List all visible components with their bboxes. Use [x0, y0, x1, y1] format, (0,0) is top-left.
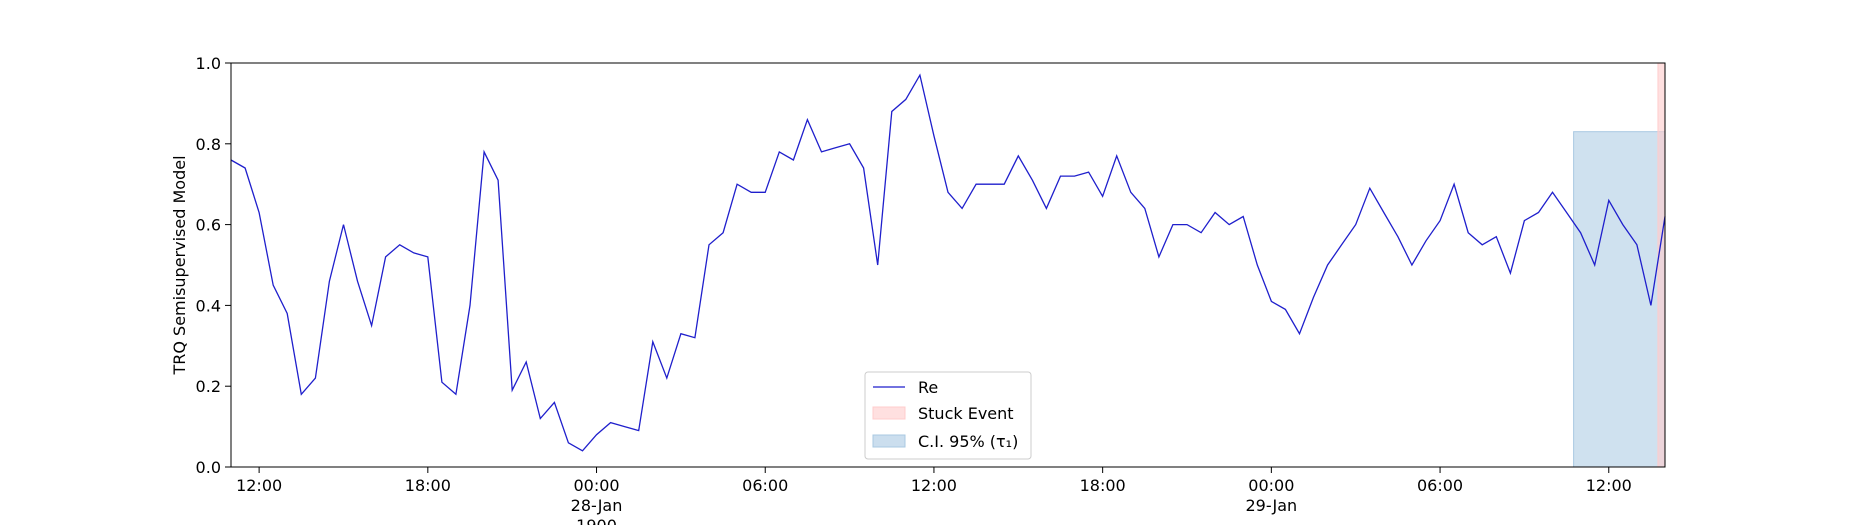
y-tick-label: 0.0	[196, 458, 221, 477]
legend: Re Stuck Event C.I. 95% (τ₁)	[864, 371, 1032, 460]
data-line	[230, 73, 1666, 452]
band	[1657, 62, 1666, 468]
x-tick-label: 12:00	[236, 476, 282, 495]
y-tick-label: 1.0	[196, 54, 221, 73]
x-tick-label: 1900	[576, 516, 617, 525]
legend-swatch	[872, 406, 906, 420]
x-tick-label: 12:00	[911, 476, 957, 495]
y-tick-label: 0.8	[196, 135, 221, 154]
y-tick-label: 0.6	[196, 216, 221, 235]
x-tick-label: 12:00	[1586, 476, 1632, 495]
x-tick-label: 00:00	[573, 476, 619, 495]
x-tick-label: 29-Jan	[1246, 496, 1298, 515]
x-tick-label: 00:00	[1248, 476, 1294, 495]
y-tick-label: 0.4	[196, 296, 221, 315]
y-tick-label: 0.2	[196, 377, 221, 396]
x-tick-label: 28-Jan	[571, 496, 623, 515]
legend-label: Re	[918, 378, 938, 397]
x-tick-label: 06:00	[742, 476, 788, 495]
x-tick-label: 18:00	[405, 476, 451, 495]
legend-label: C.I. 95% (τ₁)	[918, 432, 1018, 451]
legend-label: Stuck Event	[918, 404, 1014, 423]
plot-frame	[230, 62, 1666, 468]
y-axis-label: TRQ Semisupervised Model	[170, 155, 189, 375]
x-tick-label: 06:00	[1417, 476, 1463, 495]
legend-box	[864, 371, 1032, 460]
legend-swatch	[872, 434, 906, 448]
x-tick-label: 18:00	[1080, 476, 1126, 495]
